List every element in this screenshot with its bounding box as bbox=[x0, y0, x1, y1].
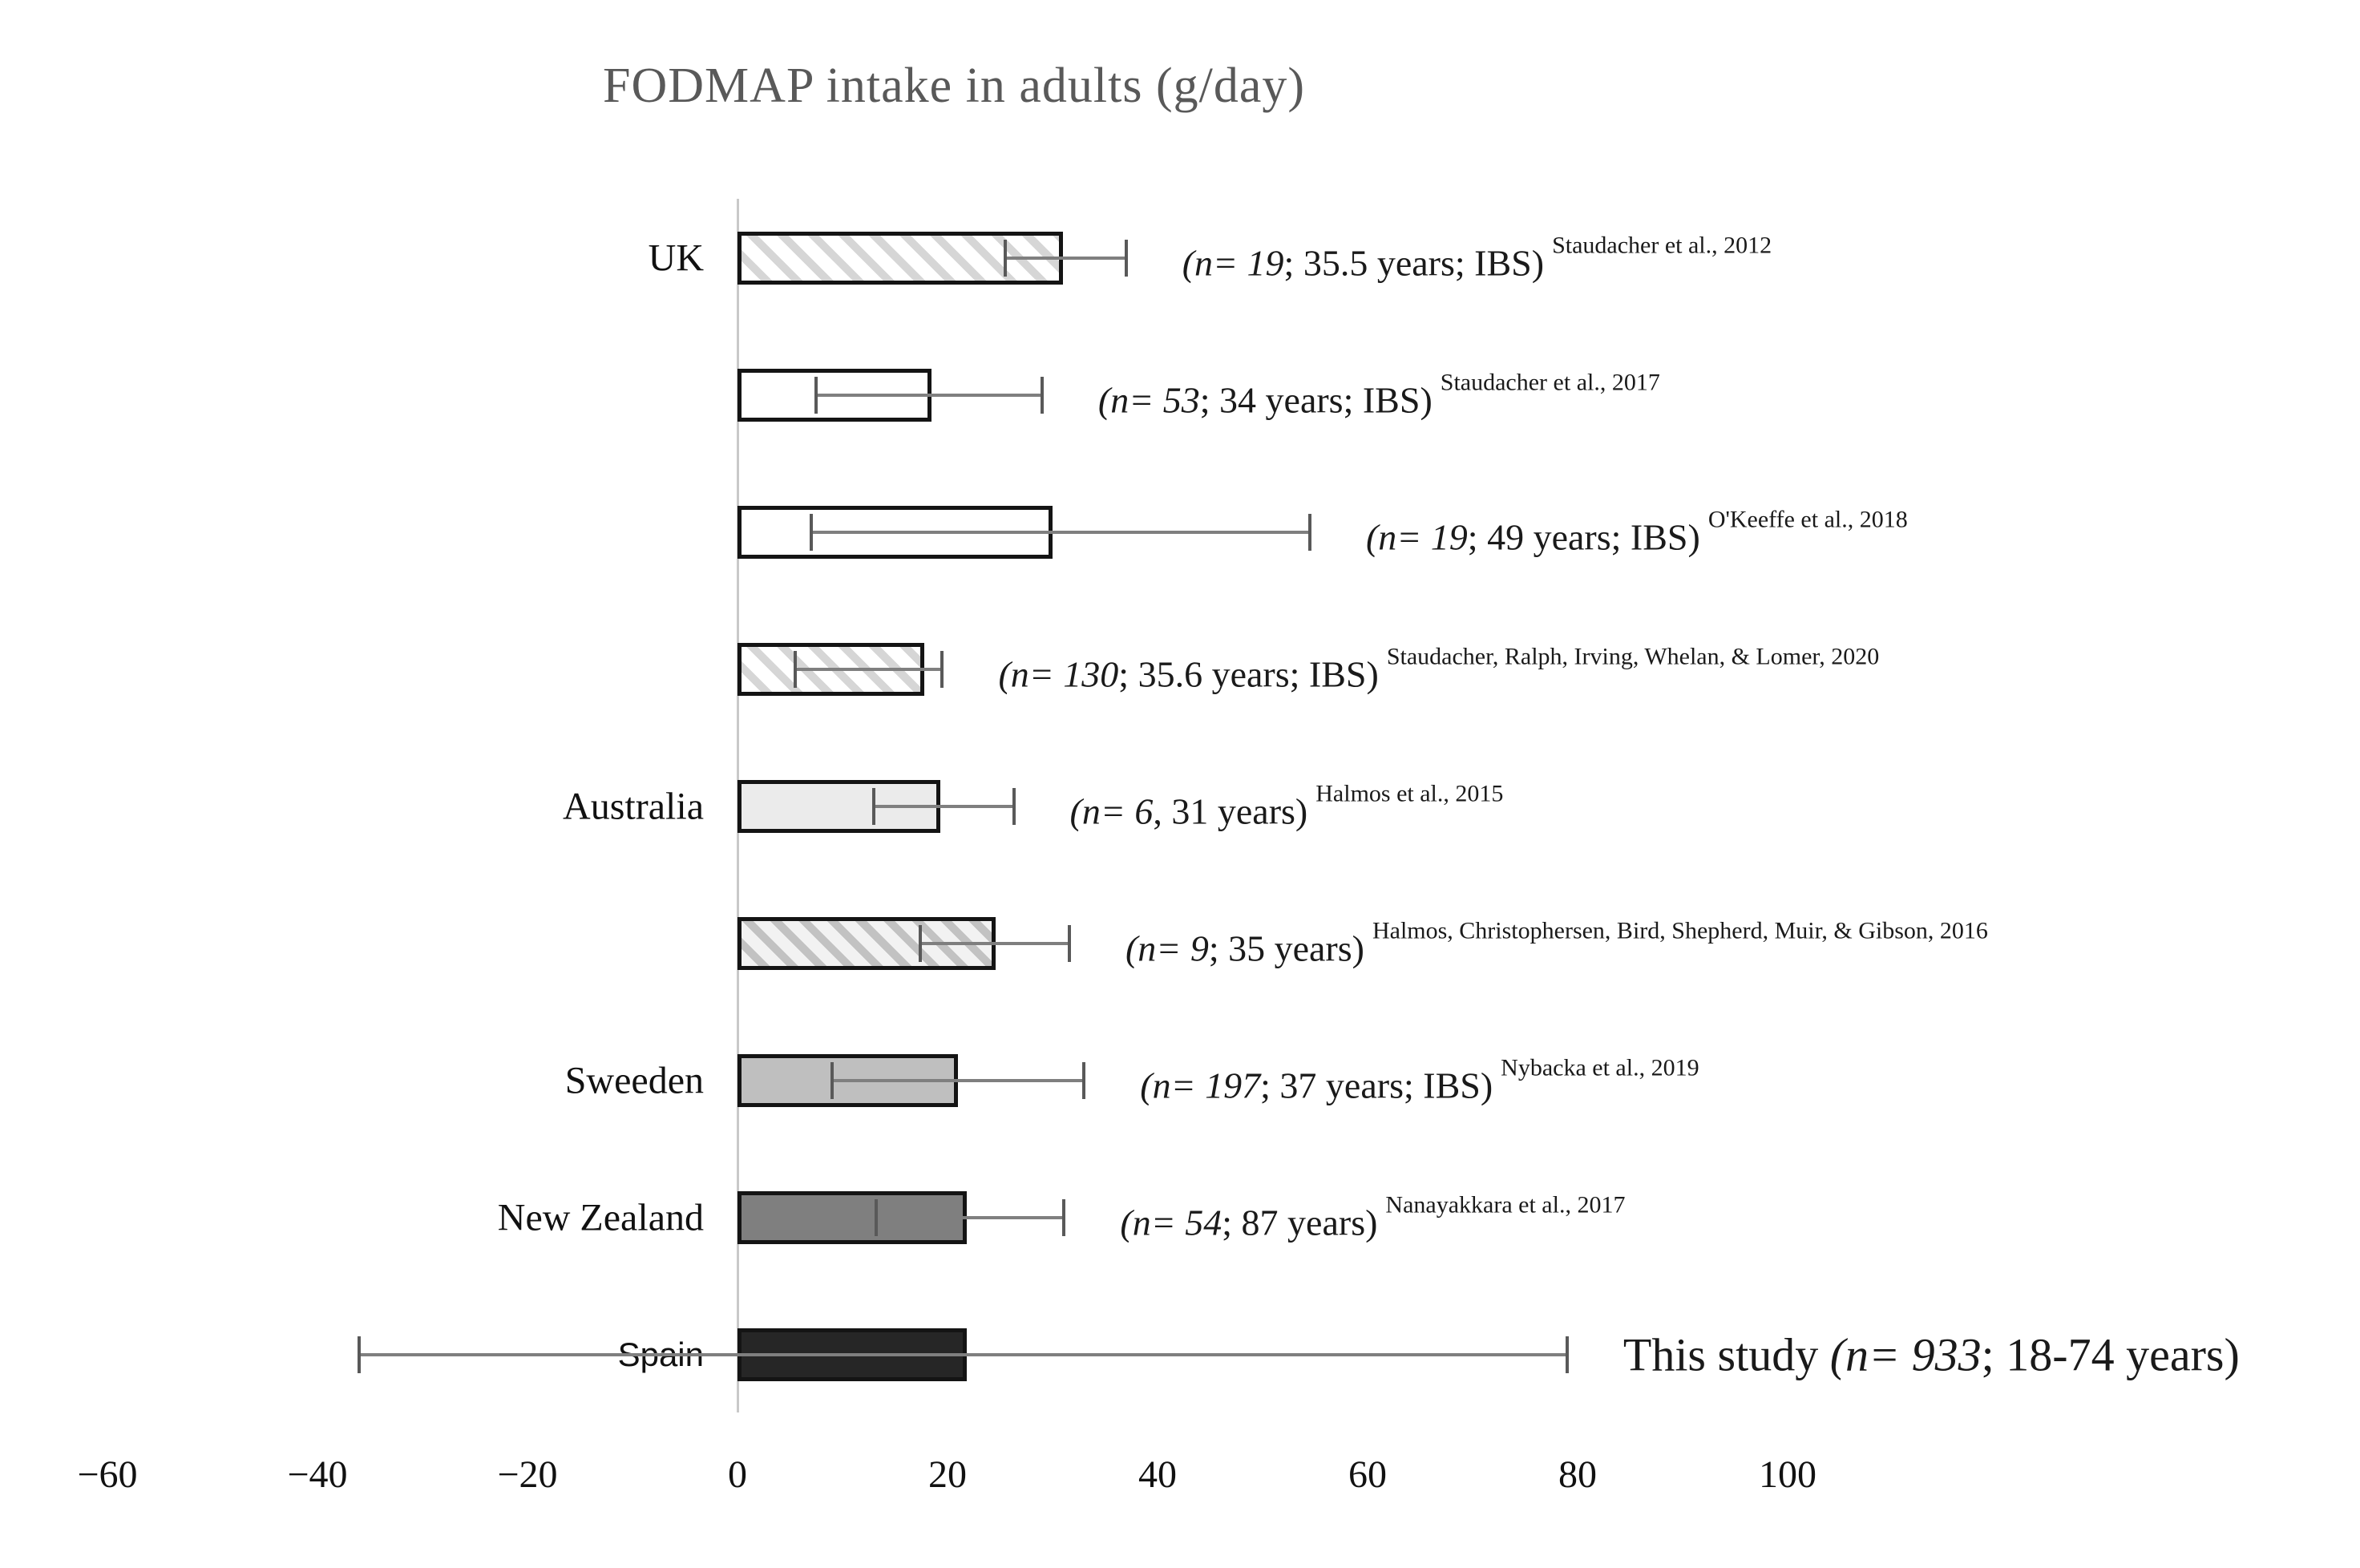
error-cap-low-4 bbox=[872, 788, 876, 825]
annotation-n-value: (n= 197 bbox=[1140, 1065, 1261, 1106]
error-cap-high-6 bbox=[1082, 1062, 1086, 1099]
error-cap-high-3 bbox=[940, 651, 944, 688]
study-annotation-7: (n= 54; 87 years) Nanayakkara et al., 201… bbox=[1120, 1192, 1625, 1244]
annotation-n-value: (n= 54 bbox=[1120, 1202, 1222, 1243]
annotation-details: ; 49 years; IBS) bbox=[1467, 516, 1700, 558]
x-axis-tick-label-100: 100 bbox=[1759, 1453, 1816, 1496]
error-cap-low-3 bbox=[794, 651, 798, 688]
error-cap-high-5 bbox=[1067, 925, 1071, 962]
error-cap-high-4 bbox=[1012, 788, 1016, 825]
error-cap-low-7 bbox=[874, 1199, 878, 1236]
study-reference: Staudacher et al., 2012 bbox=[1552, 232, 1772, 259]
error-bar-0 bbox=[1005, 257, 1126, 260]
x-axis-tick-label-20: 20 bbox=[928, 1453, 967, 1496]
error-cap-low-8 bbox=[358, 1336, 362, 1373]
annotation-details: ; 37 years; IBS) bbox=[1260, 1065, 1493, 1106]
country-label-new-zealand: New Zealand bbox=[497, 1196, 704, 1239]
country-label-sweeden: Sweeden bbox=[564, 1059, 704, 1102]
study-annotation-1: (n= 53; 34 years; IBS) Staudacher et al.,… bbox=[1098, 370, 1660, 422]
error-bar-8 bbox=[359, 1353, 1567, 1356]
study-reference: Nybacka et al., 2019 bbox=[1501, 1054, 1699, 1081]
x-axis-tick-label-60: 60 bbox=[1348, 1453, 1387, 1496]
error-cap-low-2 bbox=[809, 514, 813, 551]
country-label-australia: Australia bbox=[563, 785, 704, 828]
annotation-n-value: (n= 130 bbox=[998, 653, 1119, 695]
error-bar-1 bbox=[816, 394, 1042, 397]
study-annotation-2: (n= 19; 49 years; IBS) O'Keeffe et al., 2… bbox=[1366, 507, 1908, 559]
annotation-n-value: (n= 6 bbox=[1069, 790, 1154, 832]
error-cap-high-8 bbox=[1565, 1336, 1569, 1373]
x-axis-tick-label--60: −60 bbox=[77, 1453, 138, 1496]
annotation-details: ; 35 years) bbox=[1208, 927, 1364, 969]
annotation-details: ; 35.6 years; IBS) bbox=[1118, 653, 1379, 695]
error-cap-low-5 bbox=[918, 925, 922, 962]
error-bar-5 bbox=[919, 942, 1069, 945]
annotation-details: ; 34 years; IBS) bbox=[1199, 379, 1433, 421]
error-bar-7 bbox=[875, 1216, 1065, 1219]
annotation-n-value: (n= 19 bbox=[1182, 242, 1284, 284]
error-bar-3 bbox=[795, 668, 943, 671]
annotation-prefix: This study bbox=[1622, 1328, 1830, 1381]
x-axis-tick-label-80: 80 bbox=[1558, 1453, 1597, 1496]
error-cap-high-1 bbox=[1040, 377, 1044, 414]
study-reference: Nanayakkara et al., 2017 bbox=[1385, 1191, 1626, 1218]
study-reference: Staudacher et al., 2017 bbox=[1440, 369, 1660, 396]
country-label-uk: UK bbox=[648, 236, 704, 280]
study-annotation-8: This study (n= 933; 18-74 years) bbox=[1623, 1328, 2240, 1382]
error-bar-6 bbox=[831, 1079, 1085, 1082]
error-bar-2 bbox=[810, 531, 1310, 534]
error-cap-low-0 bbox=[1004, 240, 1008, 277]
chart-title: FODMAP intake in adults (g/day) bbox=[603, 59, 1305, 113]
study-annotation-4: (n= 6, 31 years) Halmos et al., 2015 bbox=[1070, 781, 1504, 833]
study-annotation-3: (n= 130; 35.6 years; IBS) Staudacher, Ral… bbox=[998, 644, 1879, 696]
study-reference: Halmos et al., 2015 bbox=[1315, 780, 1504, 807]
x-axis-tick-label--40: −40 bbox=[287, 1453, 348, 1496]
study-annotation-5: (n= 9; 35 years) Halmos, Christophersen, … bbox=[1125, 918, 1988, 970]
error-bar-4 bbox=[874, 805, 1014, 808]
study-reference: O'Keeffe et al., 2018 bbox=[1707, 506, 1908, 533]
study-reference: Halmos, Christophersen, Bird, Shepherd, … bbox=[1372, 917, 1988, 944]
error-cap-high-7 bbox=[1062, 1199, 1066, 1236]
annotation-n-value: (n= 933 bbox=[1829, 1328, 1982, 1381]
x-axis-tick-label--20: −20 bbox=[497, 1453, 558, 1496]
annotation-details: ; 18-74 years) bbox=[1981, 1328, 2240, 1381]
error-cap-low-6 bbox=[830, 1062, 834, 1099]
annotation-n-value: (n= 53 bbox=[1097, 379, 1200, 421]
x-axis-tick-label-0: 0 bbox=[728, 1453, 747, 1496]
annotation-details: ; 87 years) bbox=[1222, 1202, 1378, 1243]
annotation-n-value: (n= 9 bbox=[1125, 927, 1209, 969]
study-annotation-6: (n= 197; 37 years; IBS) Nybacka et al., 2… bbox=[1140, 1055, 1699, 1107]
study-annotation-0: (n= 19; 35.5 years; IBS) Staudacher et al… bbox=[1182, 232, 1772, 285]
error-cap-high-2 bbox=[1307, 514, 1311, 551]
error-cap-low-1 bbox=[814, 377, 818, 414]
x-axis-tick-label-40: 40 bbox=[1138, 1453, 1177, 1496]
error-cap-high-0 bbox=[1124, 240, 1128, 277]
annotation-details: ; 35.5 years; IBS) bbox=[1283, 242, 1545, 284]
annotation-details: , 31 years) bbox=[1153, 790, 1308, 832]
study-reference: Staudacher, Ralph, Irving, Whelan, & Lom… bbox=[1386, 643, 1880, 670]
annotation-n-value: (n= 19 bbox=[1365, 516, 1468, 558]
